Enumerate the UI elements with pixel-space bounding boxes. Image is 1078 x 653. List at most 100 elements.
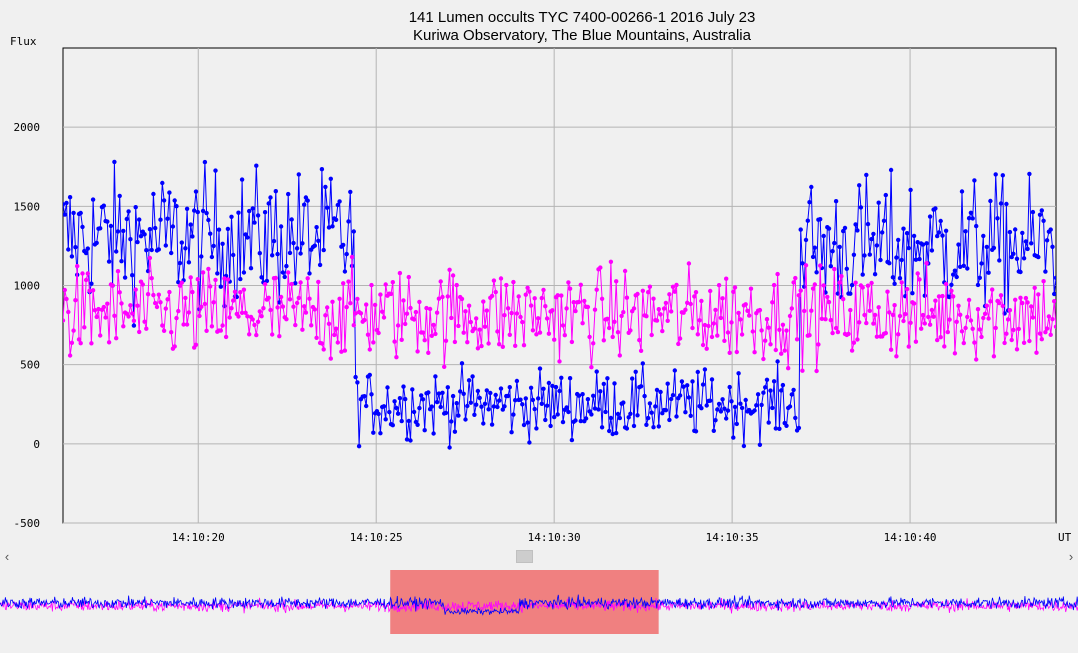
data-point [543, 304, 548, 309]
data-point [484, 388, 489, 393]
data-point [631, 306, 637, 311]
data-point [325, 305, 330, 310]
data-point [481, 299, 486, 304]
data-point [954, 319, 959, 324]
data-point [454, 401, 459, 406]
data-point [222, 276, 227, 281]
data-point [98, 226, 103, 231]
data-point [362, 317, 367, 323]
data-point [1039, 208, 1045, 213]
data-point [530, 397, 536, 403]
data-point [94, 240, 99, 246]
data-point [335, 340, 340, 345]
data-point [883, 330, 888, 336]
data-point [461, 391, 466, 396]
data-point [876, 305, 881, 310]
data-point [899, 257, 904, 263]
data-point [1050, 244, 1055, 249]
data-point [997, 258, 1002, 263]
data-point [158, 300, 163, 305]
data-point [1020, 230, 1025, 236]
data-point [796, 425, 802, 431]
data-point [525, 420, 530, 425]
data-point [193, 189, 199, 194]
data-point [186, 310, 192, 315]
data-point [587, 334, 592, 340]
chevron-right-icon[interactable]: › [1068, 549, 1074, 564]
data-point [513, 343, 518, 348]
data-point [135, 239, 140, 245]
data-point [598, 389, 603, 394]
data-point [349, 254, 355, 260]
horizontal-scrollbar[interactable]: ‹ › [0, 549, 1078, 565]
data-point [165, 216, 170, 221]
overview-strip[interactable] [0, 566, 1078, 636]
data-point [482, 401, 488, 406]
data-point [447, 267, 452, 272]
data-point [612, 319, 617, 324]
data-point [858, 205, 864, 210]
data-point [433, 374, 438, 379]
y-tick-label: 1000 [14, 280, 41, 293]
chevron-left-icon[interactable]: ‹ [4, 549, 10, 564]
data-point [454, 282, 459, 288]
data-point [782, 348, 787, 353]
data-point [328, 176, 333, 181]
data-point [376, 411, 381, 417]
data-point [759, 402, 764, 408]
data-point [459, 361, 465, 366]
data-point [486, 341, 491, 346]
data-point [624, 426, 630, 431]
data-point [447, 445, 452, 450]
light-curve-chart[interactable]: Flux UT 2000 1500 1000 500 0 -500 14:10:20 14:1… [0, 0, 1078, 549]
data-point [75, 263, 80, 269]
data-point [426, 390, 431, 395]
data-point [720, 397, 725, 402]
data-point [213, 168, 218, 173]
data-point [126, 209, 131, 214]
data-point [768, 388, 773, 393]
data-point [247, 332, 252, 337]
data-point [255, 319, 261, 324]
data-point [307, 296, 312, 301]
data-point [121, 228, 126, 234]
data-point [888, 167, 894, 173]
data-point [489, 422, 495, 427]
data-point [818, 217, 823, 222]
data-point [599, 425, 605, 430]
data-point [869, 280, 874, 286]
data-point [312, 307, 317, 312]
data-point [676, 341, 681, 347]
data-point [773, 426, 778, 431]
data-point [724, 416, 729, 421]
data-point [71, 328, 76, 333]
data-point [124, 216, 129, 222]
data-point [975, 307, 981, 312]
data-point [1016, 326, 1021, 332]
data-point [564, 405, 569, 410]
data-point [672, 289, 677, 294]
data-point [929, 307, 935, 313]
data-point [163, 243, 168, 248]
scrollbar-thumb[interactable] [516, 550, 533, 563]
data-point [864, 320, 869, 326]
x-tick-label: 14:10:25 [350, 531, 403, 544]
data-point [335, 202, 340, 208]
data-point [837, 280, 842, 285]
data-point [202, 301, 208, 307]
data-point [1053, 324, 1056, 329]
data-point [321, 347, 326, 352]
data-point [704, 403, 709, 408]
data-point [142, 319, 147, 324]
data-point [543, 417, 548, 423]
data-point [475, 388, 481, 394]
data-point [1025, 246, 1030, 252]
data-point [1036, 292, 1041, 297]
data-point [646, 415, 651, 421]
data-point [353, 374, 358, 380]
data-point [521, 343, 527, 348]
data-point [951, 272, 956, 277]
data-point [763, 385, 768, 390]
data-point [140, 282, 145, 287]
data-point [720, 296, 725, 301]
